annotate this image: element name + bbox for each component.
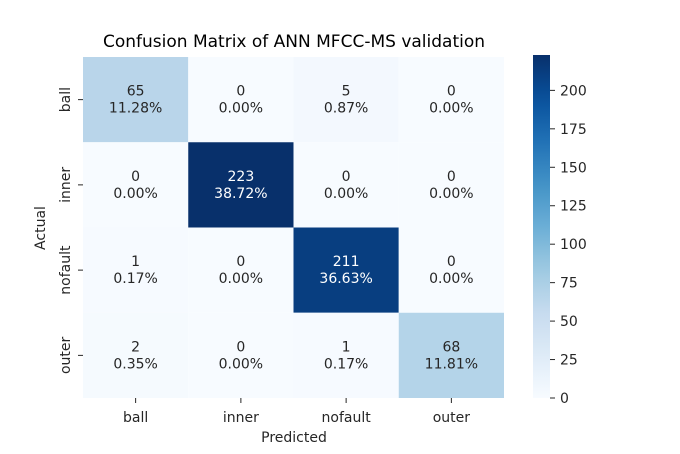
cell-count-label: 2 — [131, 339, 140, 355]
heatmap-grid: 6511.28%00.00%50.87%00.00%00.00%22338.72… — [83, 57, 504, 398]
cell-percent-label: 36.63% — [319, 271, 372, 287]
cell-count-label: 0 — [131, 169, 140, 185]
cell-outer-inner: 00.00% — [188, 312, 294, 398]
cell-ball-inner: 00.00% — [188, 57, 294, 143]
cell-percent-label: 0.00% — [219, 356, 263, 372]
cell-percent-label: 0.00% — [113, 186, 157, 202]
heatmap-cell — [293, 142, 399, 228]
heatmap-cell — [83, 57, 189, 143]
cell-percent-label: 11.28% — [109, 101, 162, 117]
y-axis-label: Actual — [33, 206, 49, 250]
cell-count-label: 0 — [447, 254, 456, 270]
heatmap-cell — [398, 142, 504, 228]
cell-inner-nofault: 00.00% — [293, 142, 399, 228]
cell-count-label: 68 — [442, 339, 460, 355]
cell-nofault-inner: 00.00% — [188, 227, 294, 313]
heatmap-cell — [398, 227, 504, 313]
cell-count-label: 65 — [127, 84, 145, 100]
cell-count-label: 1 — [131, 254, 140, 270]
cell-nofault-outer: 00.00% — [398, 227, 504, 313]
colorbar: 0 25 50 75 100 125 150 175 200 — [533, 55, 587, 407]
y-tick-label-inner: inner — [58, 167, 74, 203]
cell-count-label: 211 — [333, 254, 360, 270]
cell-count-label: 0 — [447, 169, 456, 185]
cell-inner-ball: 00.00% — [83, 142, 189, 228]
cell-outer-nofault: 10.17% — [293, 312, 399, 398]
x-tick-label-ball: ball — [123, 410, 148, 426]
colorbar-tick-label: 200 — [560, 83, 587, 99]
chart-title: Confusion Matrix of ANN MFCC-MS validati… — [103, 32, 485, 52]
cell-percent-label: 0.87% — [324, 101, 368, 117]
heatmap-cell — [188, 227, 294, 313]
heatmap-cell — [188, 312, 294, 398]
y-tick-label-outer: outer — [58, 336, 74, 374]
cell-count-label: 0 — [342, 169, 351, 185]
heatmap-cell — [188, 57, 294, 143]
cell-percent-label: 0.00% — [324, 186, 368, 202]
x-tick-label-outer: outer — [433, 410, 471, 426]
x-axis: ball inner nofault outer — [123, 398, 470, 426]
x-tick-label-inner: inner — [223, 410, 259, 426]
x-tick-label-nofault: nofault — [322, 410, 372, 426]
heatmap-cell — [293, 312, 399, 398]
cell-percent-label: 0.17% — [113, 271, 157, 287]
cell-percent-label: 38.72% — [214, 186, 267, 202]
cell-count-label: 223 — [228, 169, 255, 185]
colorbar-tick-label: 100 — [560, 237, 587, 253]
heatmap-cell — [398, 312, 504, 398]
cell-percent-label: 0.00% — [219, 271, 263, 287]
heatmap-cell — [293, 227, 399, 313]
cell-percent-label: 0.00% — [429, 271, 473, 287]
heatmap-cell — [188, 142, 294, 228]
cell-percent-label: 0.17% — [324, 356, 368, 372]
colorbar-gradient — [533, 55, 550, 398]
cell-ball-outer: 00.00% — [398, 57, 504, 143]
cell-percent-label: 11.81% — [425, 356, 478, 372]
heatmap-cell — [83, 142, 189, 228]
colorbar-tick-label: 25 — [560, 353, 578, 369]
x-axis-label: Predicted — [261, 430, 327, 446]
cell-count-label: 0 — [236, 339, 245, 355]
cell-percent-label: 0.35% — [113, 356, 157, 372]
heatmap-cell — [83, 312, 189, 398]
y-axis: ball inner nofault outer — [58, 87, 83, 374]
cell-count-label: 1 — [342, 339, 351, 355]
colorbar-tick-label: 50 — [560, 314, 578, 330]
cell-count-label: 0 — [447, 84, 456, 100]
cell-count-label: 0 — [236, 254, 245, 270]
heatmap-cell — [83, 227, 189, 313]
cell-count-label: 5 — [342, 84, 351, 100]
cell-ball-nofault: 50.87% — [293, 57, 399, 143]
cell-nofault-ball: 10.17% — [83, 227, 189, 313]
colorbar-tick-label: 125 — [560, 199, 587, 215]
cell-inner-outer: 00.00% — [398, 142, 504, 228]
cell-outer-ball: 20.35% — [83, 312, 189, 398]
cell-percent-label: 0.00% — [219, 101, 263, 117]
colorbar-tick-label: 175 — [560, 122, 587, 138]
cell-percent-label: 0.00% — [429, 186, 473, 202]
y-tick-label-nofault: nofault — [58, 245, 74, 295]
colorbar-tick-label: 0 — [560, 391, 569, 407]
colorbar-tick-label: 75 — [560, 276, 578, 292]
heatmap-cell — [293, 57, 399, 143]
colorbar-tick-label: 150 — [560, 160, 587, 176]
cell-percent-label: 0.00% — [429, 101, 473, 117]
heatmap-cell — [398, 57, 504, 143]
y-tick-label-ball: ball — [58, 87, 74, 112]
cell-count-label: 0 — [236, 84, 245, 100]
